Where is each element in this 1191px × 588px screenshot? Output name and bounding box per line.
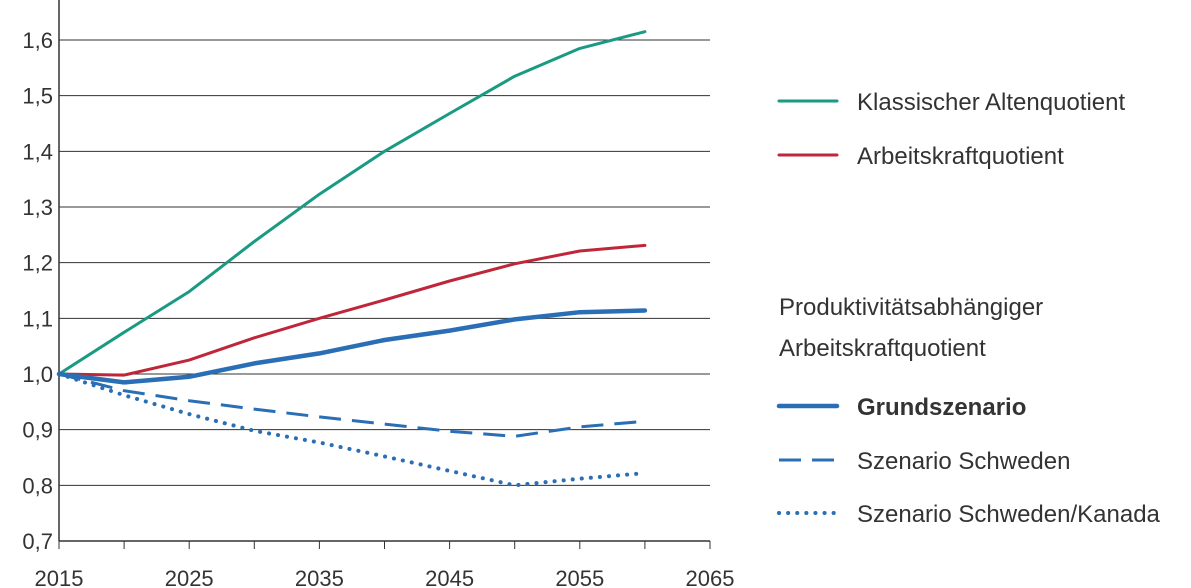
y-tick-label: 0,9 xyxy=(22,418,53,443)
series-line-4 xyxy=(58,372,646,438)
y-tick-label: 1,0 xyxy=(22,362,53,387)
x-tick-label: 2015 xyxy=(35,566,84,588)
legend-label: Klassischer Altenquotient xyxy=(857,89,1125,116)
series-line-2 xyxy=(57,243,647,377)
x-tick-label: 2035 xyxy=(295,566,344,588)
legend-label: Arbeitskraftquotient xyxy=(857,143,1064,170)
y-tick-label: 1,2 xyxy=(22,251,53,276)
legend-group-title: Produktivitätsabhängiger xyxy=(779,294,1043,321)
x-tick-label: 2045 xyxy=(425,566,474,588)
y-tick-label: 1,6 xyxy=(22,28,53,53)
series-line-5 xyxy=(57,372,647,488)
x-tick-label: 2025 xyxy=(165,566,214,588)
legend-group-title: Arbeitskraftquotient xyxy=(779,335,986,362)
y-axis-ticks: 0,7 0,8 0,9 1,0 1,1 1,2 1,3 1,4 1,5 1,6 xyxy=(22,28,53,554)
y-tick-label: 0,8 xyxy=(22,473,53,498)
legend-label: Szenario Schweden/Kanada xyxy=(857,501,1161,528)
y-tick-label: 1,3 xyxy=(22,195,53,220)
legend-label: Szenario Schweden xyxy=(857,448,1070,475)
axes xyxy=(58,0,711,549)
y-tick-label: 0,7 xyxy=(22,529,53,554)
grid-lines xyxy=(59,39,710,486)
series-line-1 xyxy=(57,30,647,376)
series-line-3 xyxy=(56,308,648,385)
x-tick-label: 2055 xyxy=(555,566,604,588)
y-tick-label: 1,1 xyxy=(22,306,53,331)
x-axis-ticks: 2015 2025 2035 2045 2055 2065 xyxy=(35,566,735,588)
y-tick-label: 1,4 xyxy=(22,139,53,164)
x-tick-label: 2065 xyxy=(686,566,735,588)
legend: Klassischer Altenquotient Arbeitskraftquo… xyxy=(776,89,1161,528)
series-lines xyxy=(56,30,648,488)
y-tick-label: 1,5 xyxy=(22,84,53,109)
legend-label: Grundszenario xyxy=(857,394,1026,421)
